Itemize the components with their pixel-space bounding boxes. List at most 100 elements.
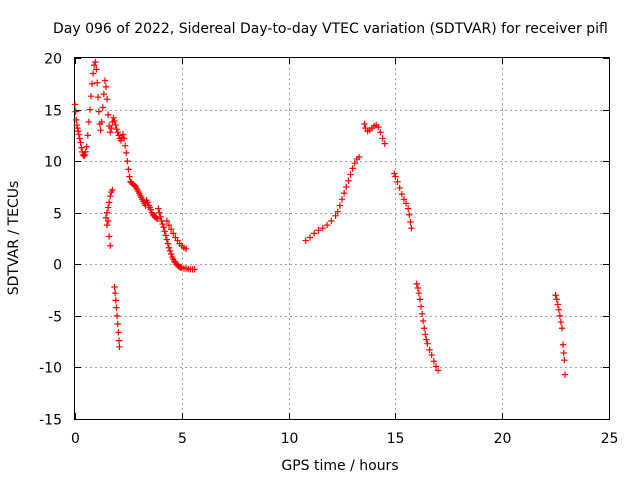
data-point (347, 171, 354, 178)
data-point (73, 121, 81, 129)
data-point (432, 363, 440, 370)
data-point (123, 149, 130, 157)
data-point (71, 101, 79, 108)
data-point (419, 317, 427, 325)
data-point (394, 178, 401, 185)
data-point (166, 247, 174, 255)
data-point (422, 331, 429, 338)
data-point (328, 217, 335, 225)
data-point (163, 217, 171, 225)
data-point (424, 340, 431, 347)
data-point (315, 227, 322, 234)
data-point (111, 117, 118, 125)
data-point (147, 206, 155, 213)
data-point (162, 232, 169, 239)
data-point (323, 221, 331, 229)
y-tick-label: -15 (39, 413, 62, 429)
data-point (87, 92, 95, 100)
data-point (405, 205, 412, 212)
data-point (103, 209, 111, 216)
data-point (115, 337, 123, 344)
data-point (114, 129, 121, 136)
data-point (104, 217, 112, 225)
data-point (408, 224, 415, 232)
data-point (85, 118, 93, 126)
data-point (114, 320, 121, 328)
data-point (110, 114, 117, 122)
y-tick-label: 15 (44, 104, 62, 120)
data-point (86, 106, 94, 113)
data-point (560, 349, 567, 357)
data-point (152, 214, 160, 222)
data-point (164, 240, 172, 247)
data-point (72, 108, 79, 115)
data-point (113, 125, 120, 133)
data-point (391, 170, 398, 177)
data-point (107, 193, 114, 200)
data-point (361, 120, 368, 128)
data-point (108, 124, 115, 132)
data-point (170, 230, 177, 237)
data-point (417, 303, 425, 310)
x-axis-title: GPS time / hours (281, 458, 398, 474)
data-point (121, 142, 129, 149)
data-point (115, 132, 122, 139)
data-point (558, 325, 566, 332)
x-tick-label: 20 (494, 431, 512, 447)
data-point (554, 301, 561, 308)
data-point (375, 123, 382, 131)
data-point (112, 121, 119, 129)
data-point (416, 296, 424, 303)
data-point (126, 173, 133, 180)
data-point (115, 329, 122, 336)
y-tick-label: 5 (53, 207, 62, 223)
y-tick-label: -5 (48, 310, 62, 326)
data-point (332, 212, 339, 220)
data-point (415, 289, 423, 297)
data-point (103, 221, 111, 229)
data-point (406, 211, 413, 218)
data-point (97, 127, 104, 134)
data-point (113, 312, 121, 320)
data-point (94, 93, 102, 101)
data-point (191, 266, 198, 273)
axis-ticks: 0 5 10 15 20 25 -15 -10 -5 0 5 10 15 20 (39, 52, 618, 448)
x-tick-label: 15 (387, 431, 405, 447)
data-point (119, 131, 127, 138)
data-point (343, 183, 350, 191)
data-point (434, 367, 442, 374)
data-point (340, 189, 348, 197)
x-tick-label: 0 (71, 431, 80, 447)
data-point (99, 104, 106, 111)
data-point (336, 202, 344, 209)
x-tick-label: 10 (281, 431, 299, 447)
data-point (377, 129, 384, 136)
data-point (418, 310, 426, 317)
data-point (77, 139, 84, 146)
data-point (75, 131, 83, 138)
data-point (112, 297, 119, 304)
data-point (154, 215, 161, 223)
data-point (100, 90, 108, 98)
chart-title: Day 096 of 2022, Sidereal Day-to-day VTE… (53, 21, 608, 37)
data-point (559, 341, 567, 348)
data-point (157, 213, 164, 221)
data-point (159, 220, 166, 228)
data-point (81, 151, 89, 159)
data-point (76, 135, 83, 142)
data-point (413, 280, 420, 288)
data-point (381, 140, 388, 147)
data-point (117, 137, 125, 144)
data-point (161, 228, 168, 235)
data-point (379, 135, 386, 142)
data-point (105, 199, 113, 206)
data-point (101, 77, 109, 84)
data-point (302, 237, 309, 244)
data-point (400, 196, 408, 203)
data-point (556, 312, 564, 320)
data-point (125, 166, 132, 173)
x-tick-label: 5 (178, 431, 187, 447)
data-point (351, 160, 359, 167)
data-point (421, 325, 428, 332)
data-point (155, 205, 162, 212)
